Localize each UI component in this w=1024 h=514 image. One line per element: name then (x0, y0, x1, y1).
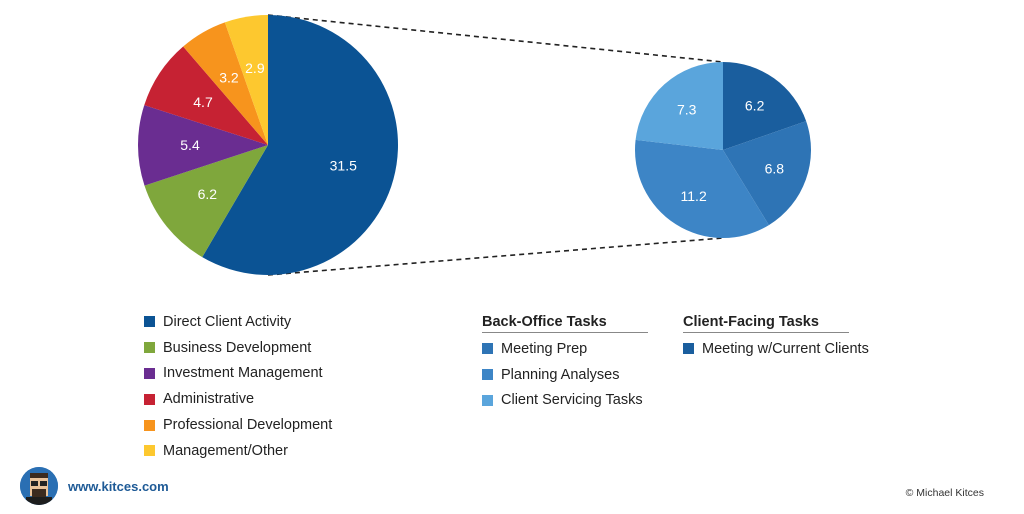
slice-value-label: 11.2 (681, 188, 707, 204)
slice-value-label: 6.2 (745, 98, 765, 114)
pie-slice (635, 62, 723, 150)
pie-slice (635, 139, 769, 238)
legend-swatch (144, 342, 155, 354)
slice-value-label: 7.3 (677, 101, 697, 117)
legend-item: Direct Client Activity (144, 309, 332, 335)
legend-item: Management/Other (144, 438, 332, 464)
pie-slice (144, 145, 268, 258)
legend-swatch (144, 367, 155, 379)
connector-line (267, 14, 724, 63)
pie-slice (138, 105, 268, 186)
slice-value-label: 6.2 (198, 186, 218, 202)
legend-item: Business Development (144, 335, 332, 361)
copyright: © Michael Kitces (905, 487, 984, 499)
legend-label: Professional Development (163, 417, 333, 434)
legend-label: Client Servicing Tasks (501, 392, 643, 409)
slice-value-label: 4.7 (193, 94, 213, 110)
slice-value-label: 2.9 (245, 60, 265, 76)
connector-line (267, 237, 724, 276)
legend-swatch (482, 394, 493, 406)
pie-slice (723, 121, 811, 226)
legend-swatch (144, 316, 155, 328)
legend-item: Professional Development (144, 412, 332, 438)
connector-lines (267, 14, 724, 276)
brand-footer: www.kitces.com (20, 467, 169, 505)
pie-slice (202, 15, 398, 275)
slice-value-label: 31.5 (330, 157, 357, 173)
main-legend: Direct Client Activity Business Developm… (144, 309, 332, 464)
legend-item: Meeting Prep (482, 336, 648, 362)
client-facing-legend: Client-Facing Tasks Meeting w/Current Cl… (683, 314, 869, 362)
legend-swatch (683, 343, 694, 355)
sub-pie: 6.2 6.8 11.2 7.3 (635, 62, 811, 238)
legend-label: Investment Management (163, 365, 323, 382)
slice-value-label: 3.2 (219, 69, 239, 85)
legend-label: Planning Analyses (501, 366, 620, 383)
legend-item: Meeting w/Current Clients (683, 336, 869, 362)
legend-label: Business Development (163, 339, 312, 356)
slice-value-label: 6.8 (765, 160, 785, 176)
main-pie: 31.5 6.2 5.4 4.7 3.2 2.9 (138, 15, 398, 275)
legend-swatch (144, 445, 155, 457)
legend-label: Meeting Prep (501, 340, 588, 357)
avatar-icon (20, 467, 58, 505)
legend-heading: Client-Facing Tasks (683, 314, 849, 333)
legend-item: Investment Management (144, 361, 332, 387)
legend-heading: Back-Office Tasks (482, 314, 648, 333)
pie-slice (144, 46, 268, 145)
avatar (20, 467, 58, 505)
pie-slice (183, 22, 268, 145)
legend-swatch (144, 419, 155, 431)
slice-value-label: 5.4 (180, 137, 200, 153)
legend-label: Direct Client Activity (163, 313, 292, 330)
legend-label: Meeting w/Current Clients (702, 340, 869, 357)
site-link[interactable]: www.kitces.com (68, 478, 169, 494)
legend-swatch (144, 393, 155, 405)
legend-item: Client Servicing Tasks (482, 388, 648, 414)
legend-label: Administrative (163, 391, 255, 408)
legend-label: Management/Other (163, 442, 288, 459)
back-office-legend: Back-Office Tasks Meeting Prep Planning … (482, 314, 648, 413)
pie-slice (224, 15, 268, 145)
legend-item: Administrative (144, 386, 332, 412)
legend-item: Planning Analyses (482, 362, 648, 388)
legend-swatch (482, 369, 493, 381)
legend-swatch (482, 343, 493, 355)
pie-slice (723, 62, 807, 150)
